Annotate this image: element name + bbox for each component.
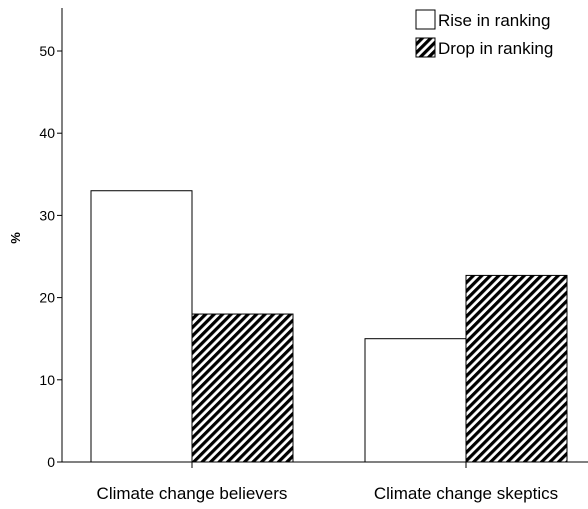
axes: 0 10 20 30 40 50 Climate change believers Clima…: [39, 8, 588, 503]
bar-rise-0: [90, 190, 193, 463]
bar-drop-1: [465, 274, 568, 463]
y-axis-label: %: [8, 232, 23, 244]
y-tick-label: 30: [39, 207, 55, 223]
legend-swatch-drop: [415, 37, 436, 58]
y-tick-label: 50: [39, 43, 55, 59]
y-tick-label: 0: [47, 454, 55, 470]
legend: Rise in ranking Drop in ranking: [415, 9, 553, 58]
legend-label-rise: Rise in ranking: [438, 11, 550, 30]
legend-label-drop: Drop in ranking: [438, 39, 553, 58]
y-tick-label: 10: [39, 372, 55, 388]
x-tick-label: Climate change skeptics: [374, 484, 558, 503]
bar-rise-1: [364, 338, 467, 463]
legend-swatch-rise: [415, 9, 436, 30]
y-tick-label: 40: [39, 125, 55, 141]
y-tick-label: 20: [39, 290, 55, 306]
bars: [90, 190, 568, 463]
x-tick-label: Climate change believers: [97, 484, 288, 503]
bar-drop-0: [191, 313, 294, 463]
